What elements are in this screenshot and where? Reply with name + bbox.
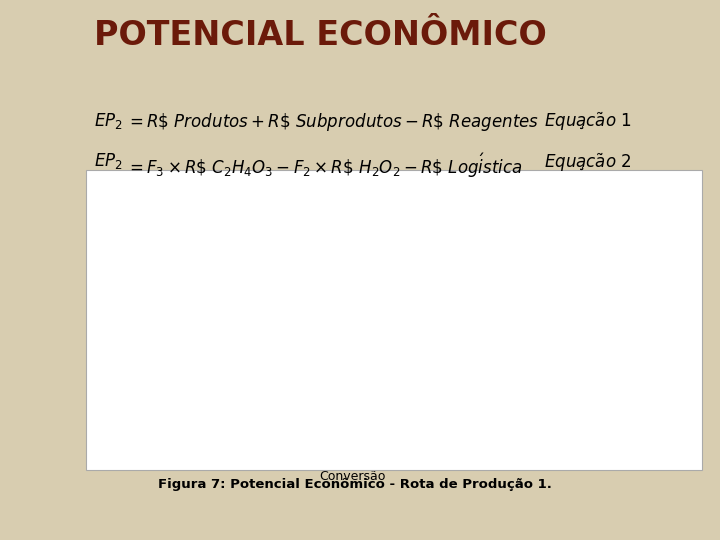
8 bbox=[451, 268, 459, 274]
11 bbox=[185, 226, 194, 233]
4 bbox=[489, 322, 498, 328]
4 bbox=[527, 322, 536, 328]
Text: POTENCIAL ECONÔMICO: POTENCIAL ECONÔMICO bbox=[94, 19, 546, 52]
8 bbox=[261, 270, 270, 276]
8 bbox=[527, 265, 536, 272]
6 bbox=[489, 292, 498, 299]
4 bbox=[413, 325, 422, 331]
4 bbox=[223, 325, 232, 331]
11 bbox=[337, 226, 346, 233]
Text: 6: 6 bbox=[644, 331, 651, 344]
6 bbox=[337, 298, 346, 304]
4 bbox=[185, 325, 194, 331]
Text: $\mathit{EP}_2$: $\mathit{EP}_2$ bbox=[94, 151, 122, 171]
Text: Razão de Alim.: Razão de Alim. bbox=[578, 210, 646, 219]
11 bbox=[527, 221, 536, 228]
8 bbox=[337, 270, 346, 276]
8 bbox=[375, 268, 384, 274]
11 bbox=[223, 226, 232, 233]
6 bbox=[261, 298, 270, 304]
4 bbox=[299, 325, 307, 331]
6 bbox=[375, 295, 384, 301]
6 bbox=[527, 292, 536, 299]
Line: 6: 6 bbox=[186, 293, 534, 303]
11 bbox=[261, 226, 270, 233]
Text: 11: 11 bbox=[644, 414, 659, 428]
4 bbox=[375, 325, 384, 331]
Text: $\mathit{= F_3 \times R\$\ C_2H_4O_3 - F_2 \times R\$\ H_2O_2 - R\$\ Log\'istica: $\mathit{= F_3 \times R\$\ C_2H_4O_3 - F… bbox=[126, 151, 523, 180]
8 bbox=[489, 268, 498, 274]
4 bbox=[337, 325, 346, 331]
11 bbox=[299, 226, 307, 233]
Y-axis label: milhões RS/ano: milhões RS/ano bbox=[102, 282, 112, 363]
Line: 4: 4 bbox=[186, 322, 534, 330]
8 bbox=[299, 270, 307, 276]
Title: EP$_2$ - Rota de Produção 1: EP$_2$ - Rota de Produção 1 bbox=[246, 174, 460, 194]
Text: $\mathit{Equa\c{c}\~ao\ 2}$: $\mathit{Equa\c{c}\~ao\ 2}$ bbox=[544, 151, 631, 173]
Text: mol H₂O₂ / mol CH₂COOH: mol H₂O₂ / mol CH₂COOH bbox=[578, 232, 691, 241]
4 bbox=[261, 325, 270, 331]
Text: $\mathit{EP}_2$: $\mathit{EP}_2$ bbox=[94, 111, 122, 131]
11 bbox=[489, 224, 498, 230]
6 bbox=[223, 298, 232, 304]
X-axis label: Conversão: Conversão bbox=[320, 470, 386, 483]
6 bbox=[185, 298, 194, 304]
6 bbox=[413, 295, 422, 301]
11 bbox=[375, 224, 384, 230]
Line: 11: 11 bbox=[186, 221, 534, 232]
11 bbox=[413, 224, 422, 230]
8 bbox=[185, 270, 194, 276]
Text: 8: 8 bbox=[644, 373, 651, 386]
Text: $\mathit{= R\$ \ Produtos + R\$ \ Subprodutos - R\$ \ Reagentes}$: $\mathit{= R\$ \ Produtos + R\$ \ Subpro… bbox=[126, 111, 539, 133]
8 bbox=[413, 268, 422, 274]
Text: 4: 4 bbox=[644, 287, 651, 300]
8 bbox=[223, 270, 232, 276]
6 bbox=[451, 295, 459, 301]
4 bbox=[451, 322, 459, 328]
Text: Figura 7: Potencial Econômico - Rota de Produção 1.: Figura 7: Potencial Econômico - Rota de … bbox=[158, 478, 552, 491]
Text: $\mathit{Equa\c{c}\~ao\ 1}$: $\mathit{Equa\c{c}\~ao\ 1}$ bbox=[544, 111, 631, 133]
11 bbox=[451, 224, 459, 230]
6 bbox=[299, 298, 307, 304]
Line: 8: 8 bbox=[186, 266, 534, 276]
